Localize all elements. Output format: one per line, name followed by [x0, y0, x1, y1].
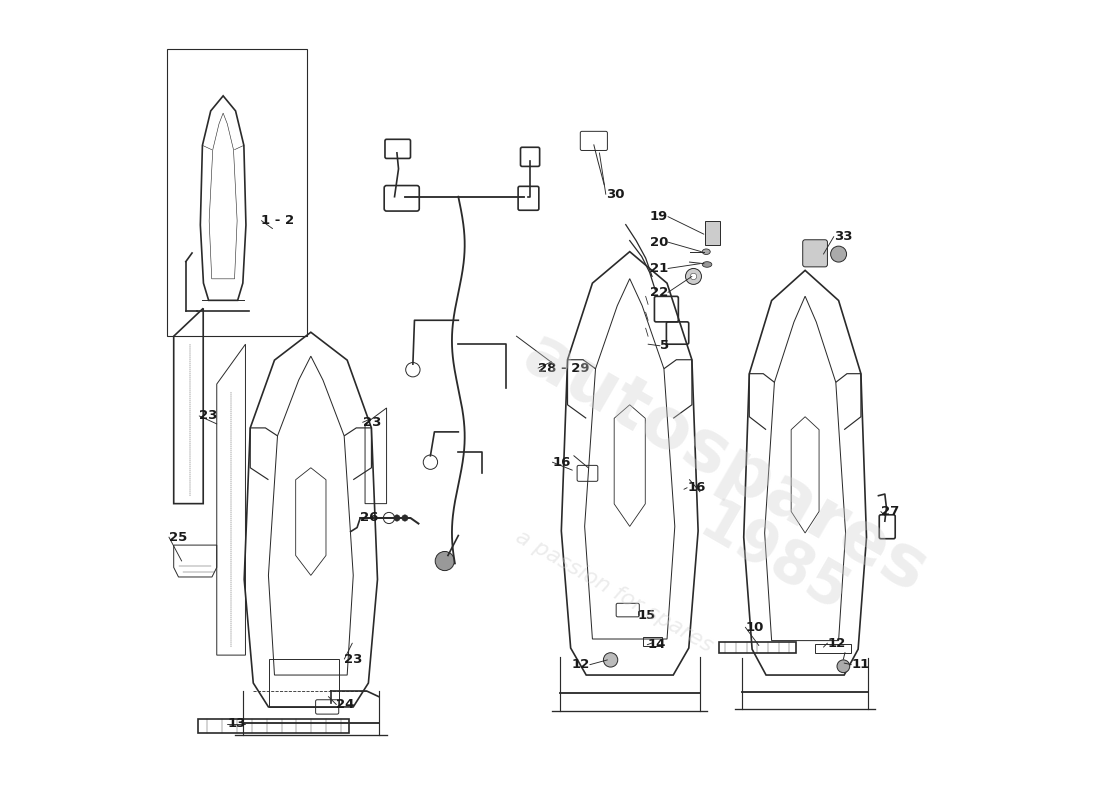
Text: a passion for spares: a passion for spares [512, 526, 716, 656]
Text: 1985: 1985 [689, 494, 858, 625]
Text: 21: 21 [650, 262, 668, 275]
Text: 26: 26 [361, 511, 378, 525]
FancyBboxPatch shape [518, 186, 539, 210]
Text: 25: 25 [169, 530, 187, 544]
Text: 1 - 2: 1 - 2 [262, 214, 295, 227]
Text: autospares: autospares [510, 320, 939, 607]
Circle shape [604, 653, 618, 667]
Text: 19: 19 [650, 210, 668, 223]
FancyBboxPatch shape [803, 240, 827, 267]
Circle shape [436, 551, 454, 570]
FancyBboxPatch shape [705, 222, 719, 246]
Circle shape [394, 515, 400, 521]
Text: 16: 16 [552, 456, 571, 469]
Circle shape [691, 274, 696, 280]
Text: 27: 27 [881, 505, 899, 518]
Text: 12: 12 [827, 637, 846, 650]
Circle shape [837, 660, 850, 673]
Text: 33: 33 [834, 230, 852, 243]
Circle shape [830, 246, 847, 262]
FancyBboxPatch shape [581, 131, 607, 150]
Ellipse shape [702, 249, 711, 254]
Circle shape [402, 515, 408, 521]
Text: 13: 13 [227, 717, 245, 730]
Text: 22: 22 [650, 286, 668, 299]
Ellipse shape [702, 262, 712, 267]
Text: 23: 23 [199, 410, 218, 422]
FancyBboxPatch shape [384, 186, 419, 211]
Bar [167, 50, 307, 336]
Text: 5: 5 [660, 339, 669, 352]
Text: 23: 23 [344, 653, 363, 666]
Text: 30: 30 [606, 188, 625, 201]
Text: 11: 11 [851, 658, 870, 671]
Text: 28 - 29: 28 - 29 [538, 362, 590, 374]
Text: 15: 15 [638, 609, 656, 622]
Text: 23: 23 [363, 416, 381, 429]
Text: 10: 10 [746, 621, 763, 634]
Text: 14: 14 [647, 638, 666, 651]
Text: 16: 16 [688, 481, 705, 494]
FancyBboxPatch shape [520, 147, 540, 166]
Text: 20: 20 [650, 236, 668, 249]
Text: 24: 24 [337, 698, 354, 711]
FancyBboxPatch shape [385, 139, 410, 158]
Circle shape [685, 269, 702, 285]
Circle shape [384, 513, 395, 523]
Text: 12: 12 [572, 658, 590, 671]
